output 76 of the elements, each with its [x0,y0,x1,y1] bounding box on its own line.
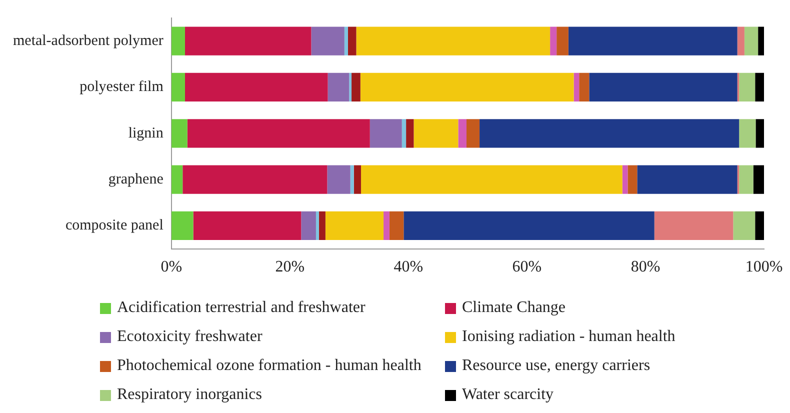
bar [171,72,185,102]
bar [354,165,362,194]
bar [311,26,344,56]
bar [301,211,316,240]
bar [318,211,326,240]
y-tick-label: polyester film [80,79,164,96]
bar [404,211,654,240]
bar [187,119,370,148]
bar [406,119,414,148]
bar [370,119,402,148]
bar [744,26,758,56]
bar [755,211,764,240]
bar [402,119,406,148]
bar [361,165,622,194]
bar [480,119,740,148]
y-tick-label: metal-adsorbent polymer [12,33,164,50]
bar [316,211,319,240]
bar [414,119,458,148]
bar [622,165,628,194]
bar [589,72,738,102]
bar [171,211,194,240]
bar [350,165,354,194]
bar [739,119,756,148]
bar [171,165,183,194]
bar [550,26,557,56]
bar [328,72,350,102]
bar [739,72,756,102]
x-tick-label: 40% [394,258,424,276]
bar [574,72,580,102]
legend-label: Resource use, energy carriers [462,357,650,375]
bar [360,72,574,102]
bar [733,211,756,240]
legend-label: Water scarcity [462,386,554,404]
bar [628,165,638,194]
bar [356,26,550,56]
bar [344,26,348,56]
bar [348,26,356,56]
x-tick-label: 80% [630,258,660,276]
bar [384,211,390,240]
bar [654,211,734,240]
x-tick-label: 20% [275,258,305,276]
bar [579,72,590,102]
bar [193,211,302,240]
bar [466,119,480,148]
bar [184,26,312,56]
bar [171,26,185,56]
bar [753,165,764,194]
legend-label: Ecotoxicity freshwater [117,328,262,346]
x-tick-label: 100% [745,258,783,276]
bar [568,26,738,56]
bar [737,26,744,56]
y-tick-label: composite panel [65,218,164,234]
bar [637,165,738,194]
bar [182,165,328,194]
bar [327,165,350,194]
bar [184,72,328,102]
bar [352,72,360,102]
bar [389,211,404,240]
legend-label: Climate Change [462,299,566,317]
bar [556,26,568,56]
bar [458,119,466,148]
bar [325,211,384,240]
x-tick-label: 0% [160,258,182,276]
legend-label: Acidification terrestrial and freshwater [117,299,366,317]
x-tick-label: 60% [512,258,542,276]
legend-label: Ionising radiation - human health [462,328,676,346]
y-tick-label: graphene [108,171,164,188]
legend-label: Photochemical ozone formation - human health [117,357,422,375]
bar [758,26,764,56]
bar [739,165,754,194]
y-tick-label: lignin [128,125,164,142]
bar [171,119,188,148]
bar [755,72,764,102]
legend-label: Respiratory inorganics [117,386,262,404]
bar [349,72,352,102]
bar [756,119,764,148]
